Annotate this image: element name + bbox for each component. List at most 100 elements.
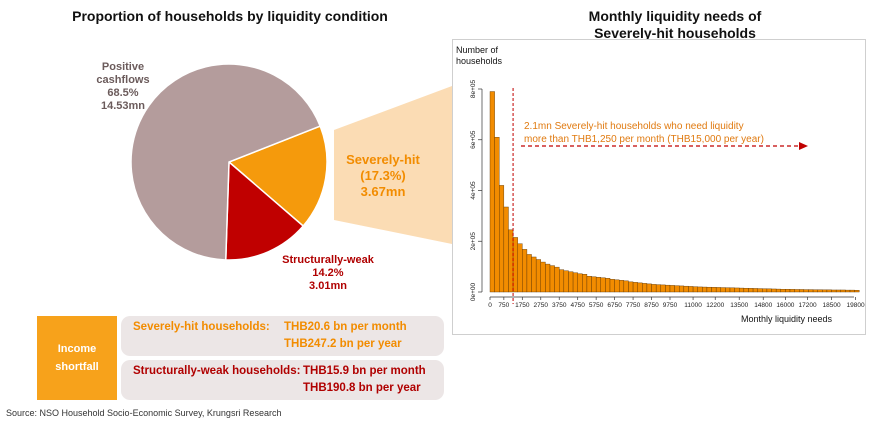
histogram-bar xyxy=(517,243,523,293)
histogram-bar xyxy=(692,286,698,293)
x-tick-label: 19800 xyxy=(846,302,864,309)
histogram-bar xyxy=(595,277,601,293)
severe-row-month: THB20.6 bn per month xyxy=(284,321,407,333)
histogram-bar xyxy=(845,289,851,293)
severe-row-title: Severely-hit households: xyxy=(133,321,270,333)
histogram-bar xyxy=(522,249,528,293)
pie-slice-structurally-weak xyxy=(224,160,305,261)
histogram-title: Monthly liquidity needs of Severely-hit … xyxy=(540,8,810,42)
histogram-bar xyxy=(572,272,578,293)
threshold-arrow-head xyxy=(799,142,808,150)
histogram-bar xyxy=(628,281,634,293)
histogram-y-axis-label: Number of households xyxy=(456,45,516,67)
x-tick-label: 8750 xyxy=(644,302,659,309)
histogram-bar xyxy=(494,137,500,293)
histogram-bar xyxy=(665,284,671,293)
histogram-bar xyxy=(794,289,800,293)
histogram-bar xyxy=(503,206,509,293)
histogram-bar xyxy=(752,288,758,293)
x-tick-label: 750 xyxy=(498,302,509,309)
income-label-line2: shortfall xyxy=(55,361,99,373)
histogram-bar xyxy=(817,289,823,293)
histogram-bar xyxy=(697,286,703,293)
histogram-bar xyxy=(715,287,721,293)
pie-label-positive-cashflows: Positive cashflows 68.5% 14.53mn xyxy=(78,61,168,113)
histogram-bar xyxy=(688,286,694,293)
histogram-bar xyxy=(559,269,565,293)
histogram-bar xyxy=(766,288,772,293)
pie-label-positive-count: 14.53mn xyxy=(100,100,146,112)
structurally-weak-shortfall-row: Structurally-weak households: THB15.9 bn… xyxy=(121,360,444,400)
histogram-bar xyxy=(619,280,625,293)
structural-row-title: Structurally-weak households: xyxy=(133,365,301,377)
histogram-bar xyxy=(799,289,805,293)
histogram-bar xyxy=(489,91,495,293)
x-tick-label: 13500 xyxy=(730,302,748,309)
histogram-bar xyxy=(743,287,749,293)
pie-label-severe-count: 3.67mn xyxy=(360,184,406,199)
histogram-bar xyxy=(679,285,685,293)
x-tick-label: 1750 xyxy=(515,302,530,309)
histogram-bar xyxy=(600,277,606,293)
histogram-bar xyxy=(651,284,657,293)
histogram-bar xyxy=(826,289,832,293)
histogram-bar xyxy=(803,289,809,293)
histogram-x-axis-label: Monthly liquidity needs xyxy=(741,314,833,324)
y-tick-label: 6e+05 xyxy=(470,130,477,149)
x-tick-label: 6750 xyxy=(607,302,622,309)
histogram-bar xyxy=(526,254,532,293)
histogram-bar xyxy=(729,287,735,293)
histogram-bar xyxy=(577,273,583,293)
histogram-bar xyxy=(531,256,537,293)
histogram-bar xyxy=(646,283,652,293)
pie-label-severe-percent: (17.3%) xyxy=(360,168,406,183)
x-tick-label: 3750 xyxy=(552,302,567,309)
pie-label-structural-line1: Structurally-weak xyxy=(282,254,374,266)
histogram-bar xyxy=(808,289,814,293)
histogram-bar xyxy=(780,289,786,293)
histogram-bar xyxy=(831,289,837,293)
y-axis-label-line2: households xyxy=(456,56,503,66)
pie-label-severe-line1: Severely-hit xyxy=(346,152,420,167)
y-tick-label: 8e+05 xyxy=(470,79,477,98)
histogram-bar xyxy=(563,270,569,293)
histogram-bar xyxy=(720,287,726,293)
histogram-bars xyxy=(489,91,860,293)
pie-chart-title: Proportion of households by liquidity co… xyxy=(72,8,388,24)
x-tick-label: 7750 xyxy=(626,302,641,309)
y-axis-label-line1: Number of xyxy=(456,45,499,55)
x-tick-label: 5750 xyxy=(589,302,604,309)
histogram-axes: 0e+00 2e+05 4e+05 6e+05 8e+05 0 750 1750 2750 375… xyxy=(470,79,865,309)
x-tick-label: 9750 xyxy=(663,302,678,309)
histogram-bar xyxy=(757,288,763,293)
x-tick-label: 2750 xyxy=(534,302,549,309)
histogram-bar xyxy=(849,289,855,293)
histogram-bar xyxy=(674,285,680,293)
histogram-bar xyxy=(854,290,860,293)
histogram-bar xyxy=(734,287,740,293)
histogram-bar xyxy=(632,282,638,293)
pie-label-structural-percent: 14.2% xyxy=(312,267,344,279)
income-shortfall-label: Income shortfall xyxy=(37,316,117,400)
structural-row-month: THB15.9 bn per month xyxy=(303,365,426,377)
histogram-bar xyxy=(835,289,841,293)
histogram-bar xyxy=(499,185,505,293)
x-tick-label: 11000 xyxy=(684,302,702,309)
histogram-bar xyxy=(660,284,666,293)
histogram-bar xyxy=(623,280,629,293)
histogram-bar xyxy=(748,288,754,293)
histogram-bar xyxy=(785,289,791,293)
pie-label-structural-count: 3.01mn xyxy=(309,280,347,292)
histogram-bar xyxy=(586,276,592,293)
histogram-bar xyxy=(508,229,514,293)
x-tick-label: 18500 xyxy=(822,302,840,309)
histogram-bar xyxy=(822,289,828,293)
histogram-bar xyxy=(614,279,620,293)
histogram-bar xyxy=(535,259,541,293)
annotation-line2: more than THB1,250 per month (THB15,000 … xyxy=(524,134,764,145)
pie-label-structurally-weak: Structurally-weak 14.2% 3.01mn xyxy=(268,254,388,293)
histogram-bar xyxy=(840,289,846,293)
x-tick-label: 14800 xyxy=(754,302,772,309)
